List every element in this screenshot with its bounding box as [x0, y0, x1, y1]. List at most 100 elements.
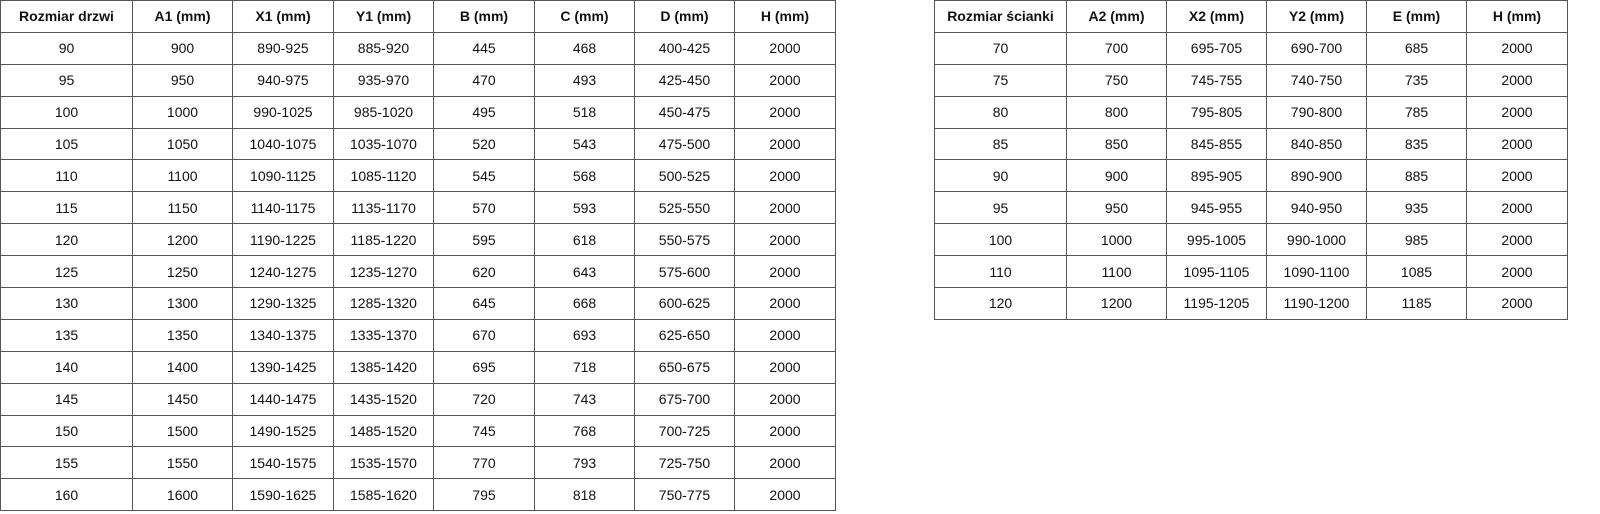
table-cell: 890-925 — [232, 31, 334, 65]
table-row: 110 1100 1095-1105 1090-1100 1085 2000 — [934, 255, 1568, 289]
table-cell: 2000 — [1466, 31, 1568, 65]
table-cell: 1000 — [132, 95, 233, 129]
table-cell: 470 — [433, 63, 535, 97]
table-cell: 840-850 — [1266, 127, 1367, 161]
column-header: Y1 (mm) — [333, 0, 434, 33]
table-cell: 100 — [0, 95, 133, 129]
table-cell: 618 — [534, 223, 635, 257]
column-header: X1 (mm) — [232, 0, 334, 33]
table-cell: 950 — [132, 63, 233, 97]
table-cell: 110 — [934, 255, 1067, 289]
table-cell: 625-650 — [634, 318, 735, 352]
table-row: 155 1550 1540-1575 1535-1570 770 793 725-750 20… — [0, 446, 836, 480]
column-header: Y2 (mm) — [1266, 0, 1367, 33]
table-cell: 1140-1175 — [232, 191, 334, 225]
table-cell: 785 — [1366, 95, 1467, 129]
table-cell: 1385-1420 — [333, 350, 434, 384]
table-row: 100 1000 995-1005 990-1000 985 2000 — [934, 223, 1568, 257]
table-cell: 150 — [0, 414, 133, 448]
table-cell: 795 — [433, 478, 535, 512]
table-cell: 650-675 — [634, 350, 735, 384]
table-cell: 850 — [1066, 127, 1167, 161]
table-cell: 990-1025 — [232, 95, 334, 129]
table-cell: 793 — [534, 446, 635, 480]
table-cell: 550-575 — [634, 223, 735, 257]
table-cell: 468 — [534, 31, 635, 65]
table-cell: 1485-1520 — [333, 414, 434, 448]
table-cell: 743 — [534, 382, 635, 416]
table-cell: 545 — [433, 159, 535, 193]
table-cell: 1200 — [1066, 287, 1167, 320]
table-cell: 1100 — [132, 159, 233, 193]
table-cell: 1340-1375 — [232, 318, 334, 352]
table-cell: 2000 — [734, 318, 836, 352]
table-cell: 1300 — [132, 287, 233, 320]
table-cell: 2000 — [734, 350, 836, 384]
table-cell: 835 — [1366, 127, 1467, 161]
table-cell: 125 — [0, 255, 133, 289]
table-cell: 568 — [534, 159, 635, 193]
table-cell: 90 — [934, 159, 1067, 193]
table-cell: 735 — [1366, 63, 1467, 97]
column-header: Rozmiar ścianki — [934, 0, 1067, 33]
table-cell: 475-500 — [634, 127, 735, 161]
table-cell: 1550 — [132, 446, 233, 480]
table-cell: 2000 — [1466, 223, 1568, 257]
table-cell: 1450 — [132, 382, 233, 416]
table-row: 90 900 895-905 890-900 885 2000 — [934, 159, 1568, 193]
table-cell: 818 — [534, 478, 635, 512]
table-cell: 1035-1070 — [333, 127, 434, 161]
table-cell: 1390-1425 — [232, 350, 334, 384]
table-cell: 2000 — [734, 95, 836, 129]
table-cell: 745-755 — [1166, 63, 1267, 97]
table-cell: 725-750 — [634, 446, 735, 480]
table-cell: 1440-1475 — [232, 382, 334, 416]
door-size-table: Rozmiar drzwi A1 (mm) X1 (mm) Y1 (mm) B (mm)… — [0, 0, 836, 512]
table-cell: 1540-1575 — [232, 446, 334, 480]
table-cell: 543 — [534, 127, 635, 161]
table-cell: 990-1000 — [1266, 223, 1367, 257]
table-cell: 493 — [534, 63, 635, 97]
table-cell: 940-975 — [232, 63, 334, 97]
table-cell: 570 — [433, 191, 535, 225]
table-cell: 945-955 — [1166, 191, 1267, 225]
table-cell: 1190-1200 — [1266, 287, 1367, 320]
table-cell: 1100 — [1066, 255, 1167, 289]
table-row: 95 950 940-975 935-970 470 493 425-450 2000 — [0, 63, 836, 97]
table-cell: 700-725 — [634, 414, 735, 448]
table-cell: 790-800 — [1266, 95, 1367, 129]
table-row: 130 1300 1290-1325 1285-1320 645 668 600-625 20… — [0, 287, 836, 320]
table-cell: 1500 — [132, 414, 233, 448]
table-cell: 90 — [0, 31, 133, 65]
table-row: 110 1100 1090-1125 1085-1120 545 568 500-525 20… — [0, 159, 836, 193]
table-cell: 1250 — [132, 255, 233, 289]
table-cell: 1600 — [132, 478, 233, 512]
table-cell: 885 — [1366, 159, 1467, 193]
table-cell: 575-600 — [634, 255, 735, 289]
table-cell: 2000 — [734, 191, 836, 225]
table-cell: 1135-1170 — [333, 191, 434, 225]
table-cell: 643 — [534, 255, 635, 289]
table-cell: 2000 — [1466, 127, 1568, 161]
column-header: D (mm) — [634, 0, 735, 33]
table-cell: 70 — [934, 31, 1067, 65]
table-cell: 935-970 — [333, 63, 434, 97]
table-cell: 950 — [1066, 191, 1167, 225]
table-cell: 100 — [934, 223, 1067, 257]
table-row: 100 1000 990-1025 985-1020 495 518 450-475 2000 — [0, 95, 836, 129]
header-row: Rozmiar ścianki A2 (mm) X2 (mm) Y2 (mm) E (m… — [934, 0, 1568, 33]
table-row: 125 1250 1240-1275 1235-1270 620 643 575-600 20… — [0, 255, 836, 289]
table-cell: 900 — [132, 31, 233, 65]
table-cell: 935 — [1366, 191, 1467, 225]
table-cell: 2000 — [1466, 63, 1568, 97]
column-header: X2 (mm) — [1166, 0, 1267, 33]
table-cell: 2000 — [1466, 191, 1568, 225]
table-cell: 750-775 — [634, 478, 735, 512]
table-cell: 1185 — [1366, 287, 1467, 320]
table-cell: 2000 — [734, 63, 836, 97]
table-cell: 720 — [433, 382, 535, 416]
table-cell: 95 — [934, 191, 1067, 225]
table-cell: 1190-1225 — [232, 223, 334, 257]
column-header: B (mm) — [433, 0, 535, 33]
table-cell: 1235-1270 — [333, 255, 434, 289]
